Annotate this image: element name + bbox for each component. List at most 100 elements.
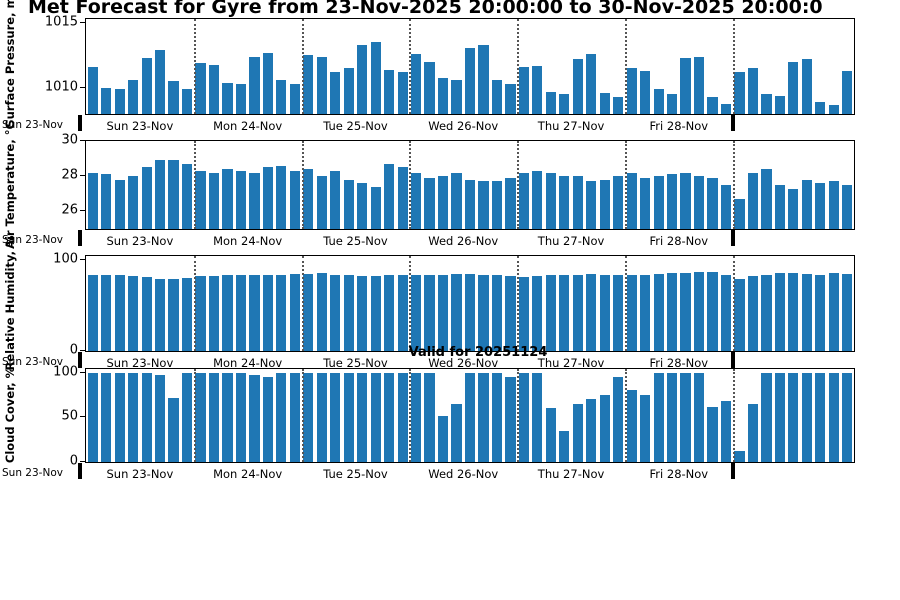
bar	[491, 80, 503, 114]
bar	[693, 56, 705, 114]
bar	[101, 174, 112, 229]
bar	[720, 275, 732, 351]
bar	[747, 68, 759, 114]
bar	[87, 372, 98, 462]
day-label: Thu 27-Nov	[537, 356, 605, 370]
bar	[505, 84, 516, 114]
bar	[734, 199, 745, 229]
bar	[626, 390, 637, 462]
bar	[653, 274, 664, 351]
bar	[168, 278, 179, 351]
edge-day-label: Sun 23-Nov	[2, 467, 63, 479]
bar	[154, 50, 166, 114]
bar	[586, 181, 597, 229]
bar	[815, 275, 826, 351]
bar	[828, 104, 839, 114]
day-boundary-line	[193, 256, 196, 351]
bar	[747, 172, 759, 229]
day-label: Fri 28-Nov	[649, 234, 709, 248]
bar	[87, 172, 98, 229]
pressure-x-axis-labels: Sun 23-Nov Sun 23-Nov Mon 24-Nov Tue 25-Nov…	[0, 115, 900, 139]
bar	[195, 372, 206, 462]
bar	[572, 59, 583, 114]
bar	[330, 372, 341, 462]
bar	[384, 69, 395, 114]
day-boundary-line	[517, 369, 520, 462]
bar	[586, 274, 597, 351]
y-tick-label: 30	[61, 132, 78, 148]
bar	[559, 94, 570, 114]
bar	[303, 169, 314, 229]
bar	[747, 403, 759, 462]
major-tick-mark	[78, 230, 82, 246]
y-tick-mark	[80, 258, 85, 260]
bar	[518, 277, 529, 351]
y-tick-mark	[80, 416, 85, 418]
bar	[114, 275, 125, 351]
day-boundary-line	[409, 19, 412, 114]
bar	[289, 84, 300, 114]
bar	[640, 275, 651, 351]
bar	[532, 65, 543, 114]
y-tick-label: 26	[61, 202, 78, 218]
bar	[707, 271, 718, 351]
day-boundary-line	[624, 141, 627, 229]
bar	[195, 276, 206, 351]
y-tick-mark	[80, 350, 85, 351]
edge-day-label: Sun 23-Nov	[2, 234, 63, 246]
bar	[424, 275, 435, 351]
bar	[141, 372, 152, 462]
day-label: Mon 24-Nov	[213, 119, 283, 133]
day-label: Mon 24-Nov	[213, 234, 283, 248]
bar	[788, 273, 799, 351]
bar	[680, 273, 691, 351]
day-boundary-line	[624, 369, 627, 462]
bar	[397, 372, 408, 462]
bar	[303, 55, 314, 114]
edge-day-label: Sun 23-Nov	[2, 119, 63, 131]
bar	[370, 276, 381, 351]
bar	[154, 278, 166, 351]
bar	[222, 169, 233, 229]
bar	[168, 81, 179, 114]
bar	[680, 172, 691, 229]
day-label: Wed 26-Nov	[428, 356, 499, 370]
bar	[640, 177, 651, 229]
bar	[559, 275, 570, 351]
y-tick-label: 1015	[44, 14, 78, 30]
bar	[357, 45, 368, 114]
bar	[599, 179, 610, 229]
bar	[774, 273, 785, 351]
bar	[572, 275, 583, 351]
temperature-x-axis-labels: Sun 23-Nov Sun 23-Nov Mon 24-Nov Tue 25-Nov…	[0, 230, 900, 254]
day-label: Mon 24-Nov	[213, 356, 283, 370]
bar	[343, 68, 354, 114]
temperature-plot-area	[85, 140, 855, 230]
bar	[303, 274, 314, 351]
bar	[545, 172, 556, 229]
bar	[101, 87, 112, 114]
bar	[208, 64, 220, 114]
y-tick-mark	[80, 371, 85, 373]
bar	[720, 103, 732, 114]
bar	[478, 372, 489, 462]
bar	[666, 174, 678, 229]
bar	[249, 56, 260, 114]
day-boundary-line	[732, 256, 735, 351]
bar	[289, 372, 300, 462]
bar	[249, 375, 260, 462]
relative-humidity-subplot: Relative Humidity, % Sun 23-Nov Sun 23-No…	[0, 235, 900, 371]
bar	[276, 165, 287, 229]
bar	[101, 372, 112, 462]
bar	[801, 59, 812, 114]
bar	[195, 170, 206, 229]
day-label: Sun 23-Nov	[106, 119, 174, 133]
bar	[640, 71, 651, 114]
air-temperature-subplot: Air Temperature, °C Sun 23-Nov Sun 23-Nov…	[0, 121, 900, 255]
bar	[801, 372, 812, 462]
bar	[208, 172, 220, 229]
bar	[599, 275, 610, 351]
major-tick-mark	[78, 115, 82, 131]
bar	[788, 188, 799, 229]
bar	[303, 372, 314, 462]
